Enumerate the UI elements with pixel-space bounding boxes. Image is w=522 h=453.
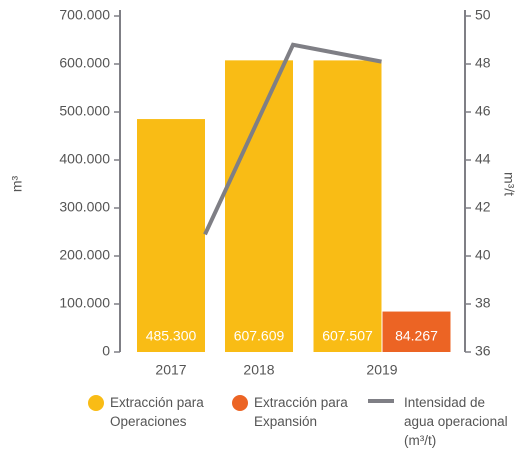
y2-tick-label: 50 — [475, 7, 491, 23]
y2-tick-label: 46 — [475, 103, 491, 119]
bar — [137, 119, 205, 352]
bar-value-label: 607.507 — [322, 328, 373, 344]
bar — [313, 60, 382, 353]
y-axis-label: m³ — [9, 176, 25, 193]
y2-tick-label: 42 — [475, 199, 491, 215]
bar — [382, 311, 451, 352]
x-tick-label: 2018 — [243, 362, 274, 378]
y-tick-label: 500.000 — [59, 103, 110, 119]
y2-axis-label: m³/t — [501, 172, 517, 196]
y2-tick-label: 44 — [475, 151, 491, 167]
legend-swatch — [232, 395, 248, 411]
y2-tick-label: 38 — [475, 295, 491, 311]
x-tick-label: 2017 — [155, 362, 186, 378]
bar-value-label: 607.609 — [234, 328, 285, 344]
legend-label: Intensidad de agua operacional (m³/t) — [404, 395, 508, 448]
y2-tick-label: 48 — [475, 55, 491, 71]
bar-value-label: 84.267 — [395, 328, 438, 344]
y2-tick-label: 40 — [475, 247, 491, 263]
y-tick-label: 400.000 — [59, 151, 110, 167]
bar — [225, 60, 293, 352]
legend-label: Extracción para Expansión — [254, 395, 348, 429]
legend-label: Extracción para Operaciones — [110, 395, 204, 429]
y-tick-label: 200.000 — [59, 247, 110, 263]
legend-swatch — [88, 395, 104, 411]
y-tick-label: 0 — [102, 343, 110, 359]
line-series — [203, 42, 382, 236]
y-tick-label: 700.000 — [59, 7, 110, 23]
bar-value-label: 485.300 — [146, 328, 197, 344]
y-tick-label: 600.000 — [59, 55, 110, 71]
y2-tick-label: 36 — [475, 343, 491, 359]
y-tick-label: 100.000 — [59, 295, 110, 311]
y-tick-label: 300.000 — [59, 199, 110, 215]
x-tick-label: 2019 — [366, 362, 397, 378]
